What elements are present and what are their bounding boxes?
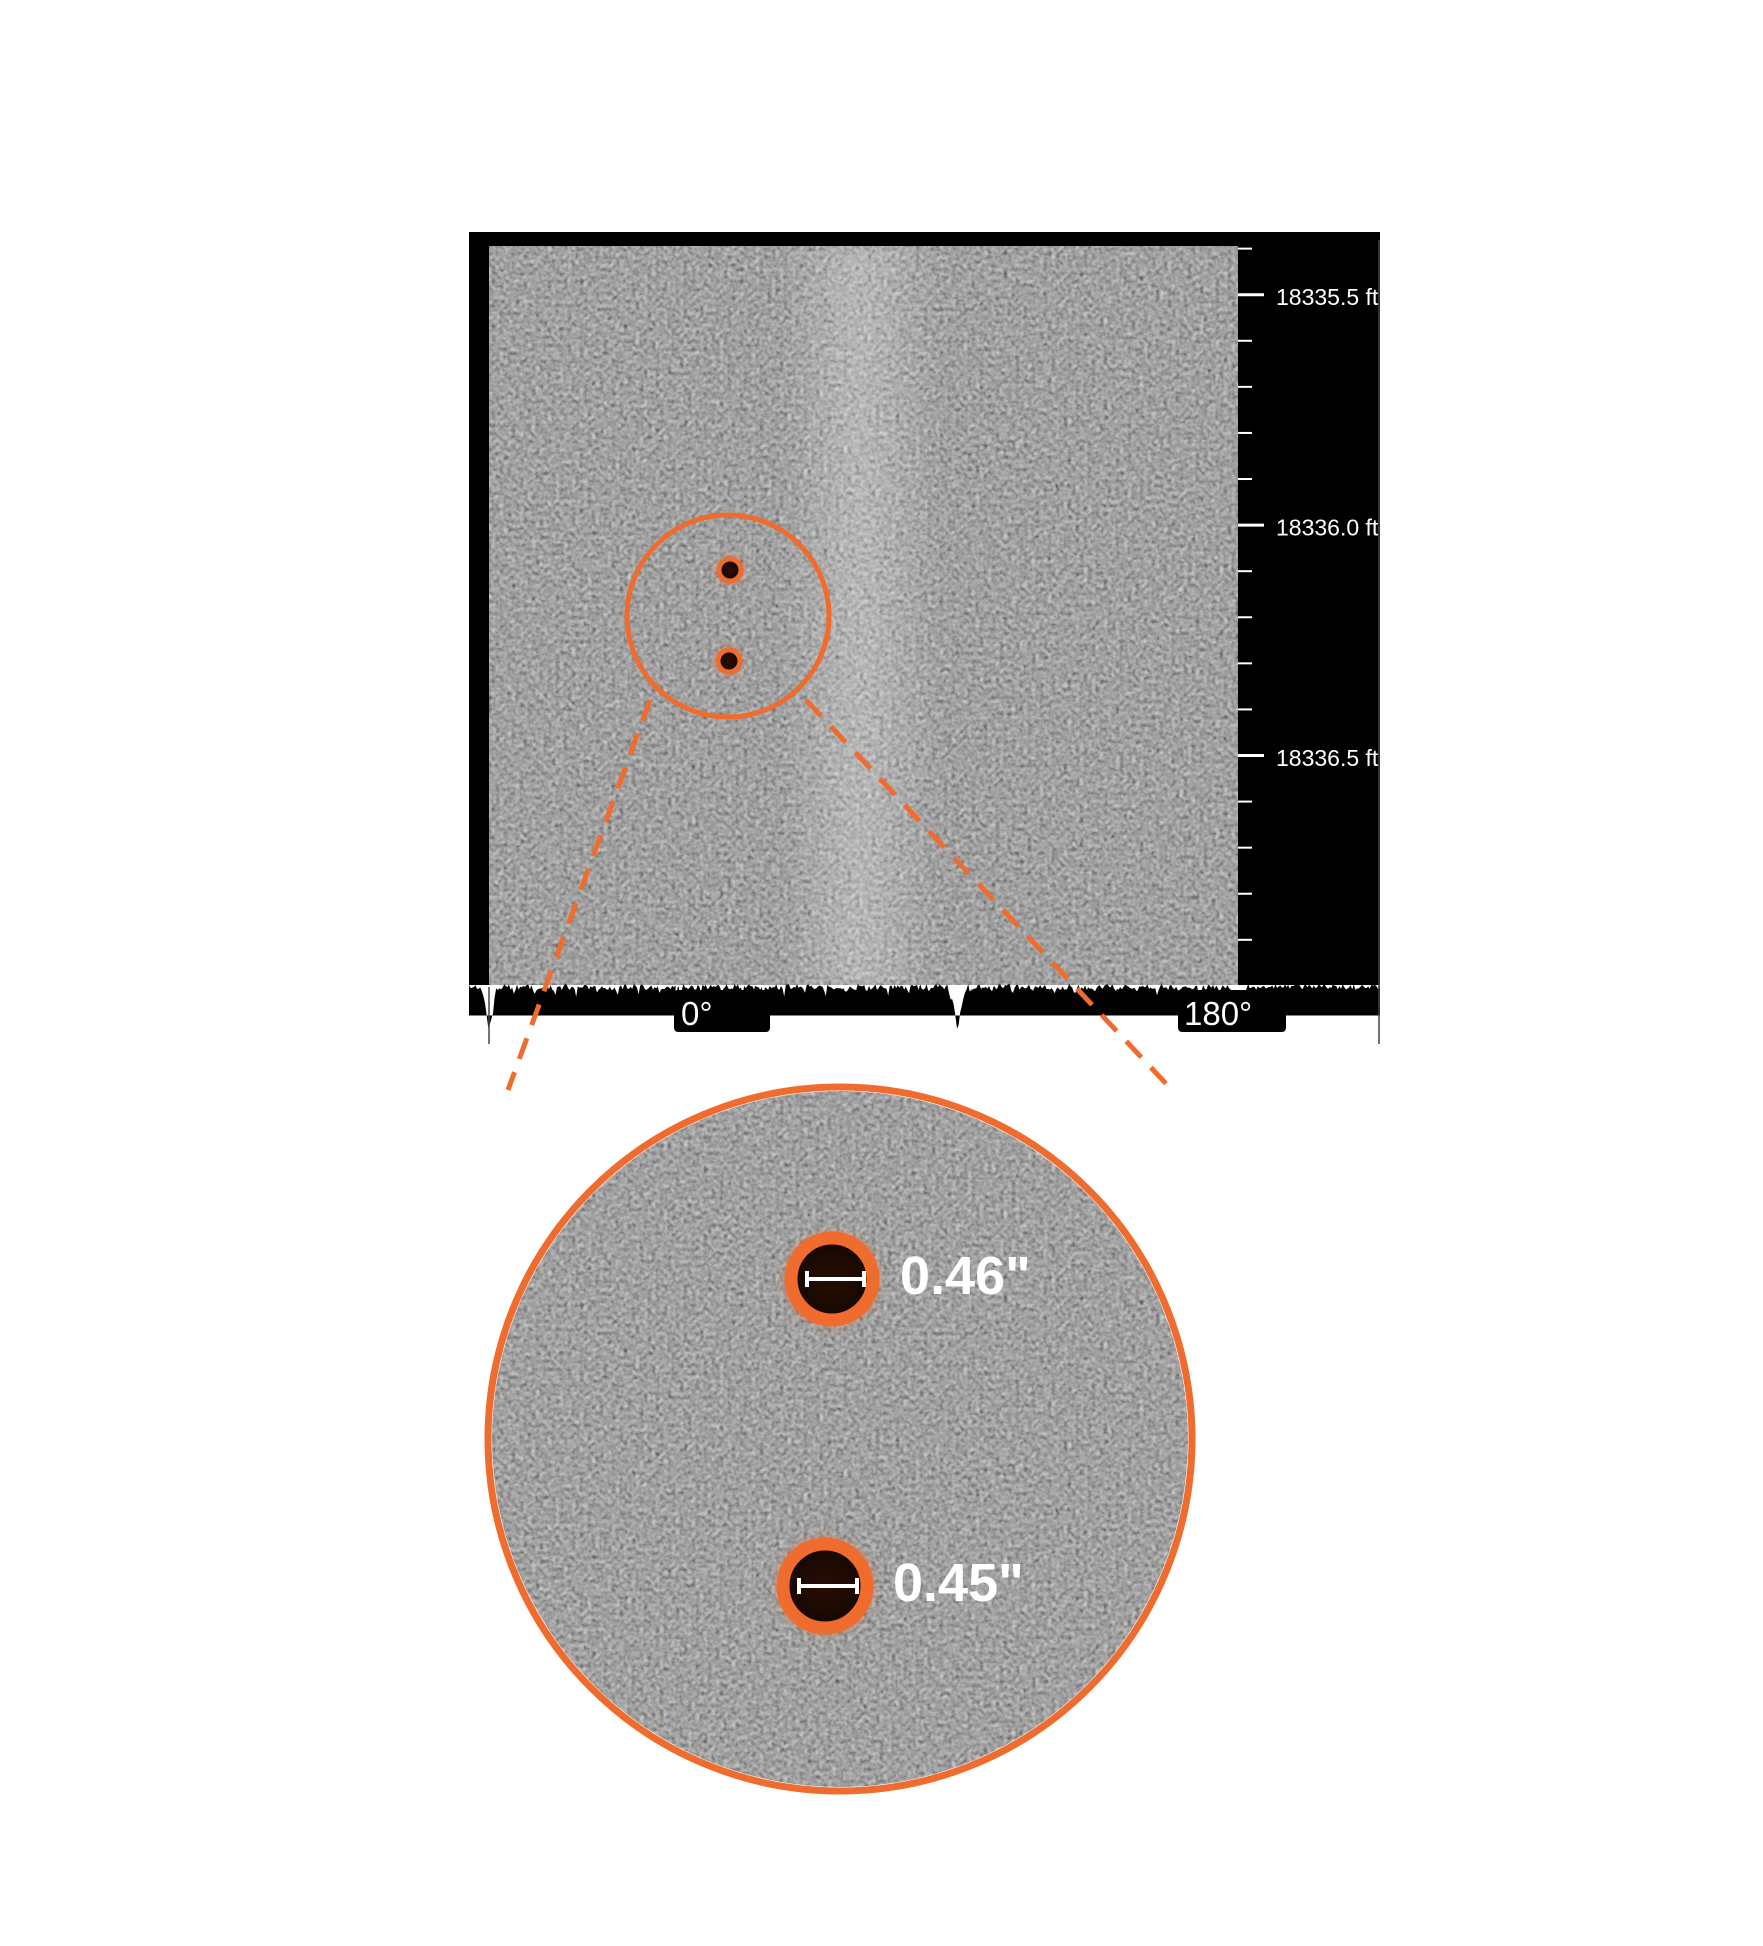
svg-text:18335.5 ft: 18335.5 ft bbox=[1276, 284, 1379, 310]
svg-text:18336.0 ft: 18336.0 ft bbox=[1276, 515, 1379, 541]
svg-text:180°: 180° bbox=[1184, 995, 1252, 1032]
svg-text:0°: 0° bbox=[681, 995, 713, 1032]
svg-text:0.45": 0.45" bbox=[893, 1553, 1024, 1613]
svg-text:0.46": 0.46" bbox=[900, 1246, 1031, 1306]
svg-text:18336.5 ft: 18336.5 ft bbox=[1276, 745, 1379, 771]
